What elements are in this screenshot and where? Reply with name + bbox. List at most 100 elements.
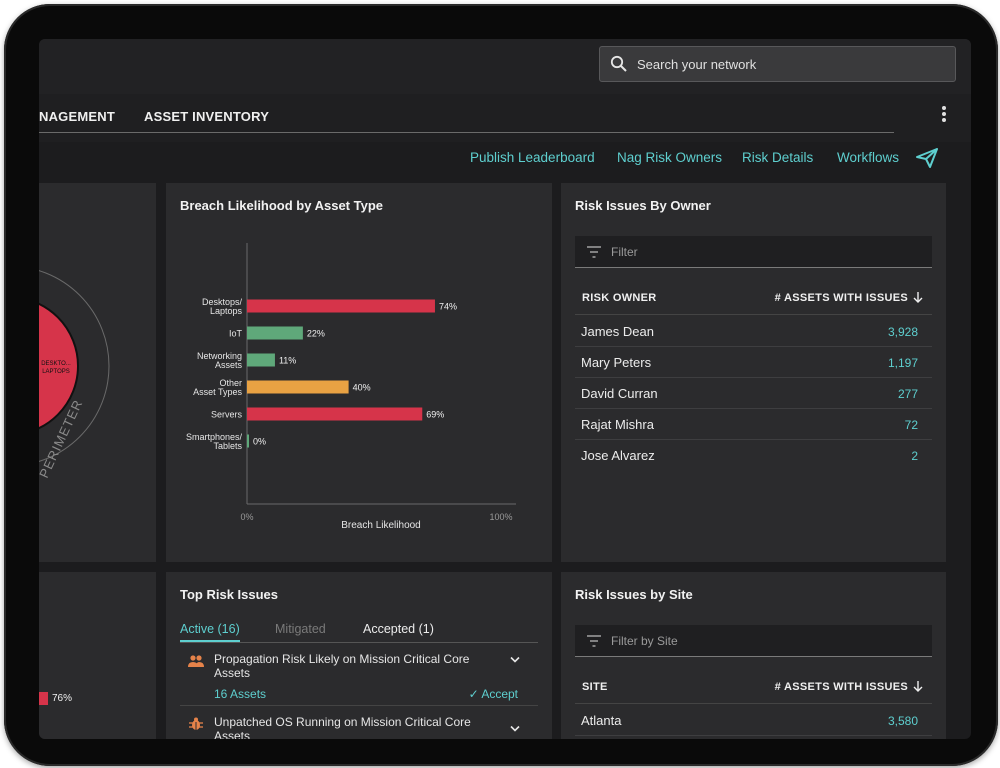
table-row[interactable]: David Curran 277 <box>575 378 932 409</box>
owner-count[interactable]: 277 <box>897 387 918 401</box>
search-input[interactable]: Search your network <box>599 46 956 82</box>
tab-mitigated[interactable]: Mitigated <box>275 622 326 636</box>
tab-divider <box>39 132 894 133</box>
table-row[interactable]: Mary Peters 1,197 <box>575 347 932 378</box>
category-label-5-0: Smartphones/ <box>186 432 243 442</box>
table-row[interactable]: Atlanta 3,580 <box>575 705 932 736</box>
affected-assets-link[interactable]: 16 Assets <box>214 687 267 701</box>
breach-chart-title: Breach Likelihood by Asset Type <box>180 198 383 213</box>
table-row[interactable]: Rajat Mishra 72 <box>575 409 932 440</box>
category-label-0-1: Laptops <box>210 306 243 316</box>
breach-likelihood-card: Breach Likelihood by Asset Type 74% Deskt… <box>166 183 552 562</box>
owner-count[interactable]: 72 <box>904 418 918 432</box>
category-label-5-1: Tablets <box>213 441 242 451</box>
owner-name: James Dean <box>581 324 654 339</box>
slice-label-line-2: LAPTOPS <box>42 369 70 375</box>
nav-tabs: NAGEMENT ASSET INVENTORY <box>39 94 971 142</box>
site-filter-placeholder: Filter by Site <box>611 633 678 648</box>
category-label-1-0: IoT <box>229 329 243 339</box>
top-risk-title: Top Risk Issues <box>180 587 279 602</box>
publish-leaderboard-link[interactable]: Publish Leaderboard <box>470 150 595 165</box>
risk-tabs-divider <box>180 642 538 643</box>
table-row[interactable]: James Dean 3,928 <box>575 316 932 347</box>
owner-name: David Curran <box>581 386 658 401</box>
nag-risk-owners-link[interactable]: Nag Risk Owners <box>617 150 723 165</box>
action-links: Publish Leaderboard Nag Risk Owners Risk… <box>39 142 971 180</box>
pie-slice-desktops <box>39 302 79 430</box>
risk-issue-text: Propagation Risk Likely on Mission Criti… <box>214 652 470 680</box>
owner-count[interactable]: 1,197 <box>887 356 918 370</box>
col-assets-with-issues[interactable]: # ASSETS WITH ISSUES <box>774 292 908 304</box>
category-label-0-0: Desktops/ <box>202 297 243 307</box>
chevron-down-icon[interactable] <box>510 656 520 664</box>
bar-4 <box>247 407 423 421</box>
bar-value-label-1: 22% <box>307 329 325 339</box>
bar-value-label-4: 69% <box>426 410 444 420</box>
check-icon: ✓ <box>468 687 482 701</box>
site-count[interactable]: 3,580 <box>887 714 918 728</box>
owner-name: Jose Alvarez <box>581 448 655 463</box>
x-tick-100: 100% <box>489 512 512 522</box>
col-risk-owner[interactable]: RISK OWNER <box>582 292 657 304</box>
people-icon <box>188 655 204 667</box>
tab-asset-inventory[interactable]: ASSET INVENTORY <box>144 109 270 124</box>
bar-1 <box>247 326 303 340</box>
bar-2 <box>247 353 275 367</box>
risk-site-title: Risk Issues by Site <box>575 587 693 602</box>
tablet-frame: Search your network NAGEMENT ASSET INVEN… <box>4 4 998 766</box>
top-bar: Search your network <box>39 39 971 94</box>
slice-label-line-1: DESKTO... <box>41 361 71 367</box>
breach-likelihood-chart: 74%Desktops/Laptops22%IoT11%NetworkingAs… <box>186 243 516 531</box>
risk-owner-title: Risk Issues By Owner <box>575 198 711 213</box>
category-label-3-1: Asset Types <box>193 387 242 397</box>
tab-management[interactable]: NAGEMENT <box>39 109 115 124</box>
category-label-4-0: Servers <box>211 410 243 420</box>
accept-button[interactable]: ✓ Accept <box>469 687 518 701</box>
risk-details-link[interactable]: Risk Details <box>742 150 814 165</box>
bug-icon <box>189 717 203 730</box>
perimeter-pie: DESKTO... LAPTOPS PERIMETER <box>39 270 110 480</box>
site-table-header: SITE # ASSETS WITH ISSUES <box>575 668 932 704</box>
partial-bar-label: 76% <box>52 693 73 704</box>
tab-accepted[interactable]: Accepted (1) <box>363 622 434 636</box>
chevron-down-icon[interactable] <box>510 725 520 733</box>
search-icon <box>610 55 627 72</box>
risk-by-owner-card: Risk Issues By Owner Filter RISK OWNER #… <box>561 183 946 562</box>
more-options-icon[interactable] <box>939 106 949 124</box>
tab-active[interactable]: Active (16) <box>180 622 240 636</box>
site-name: Atlanta <box>581 713 622 728</box>
bar-3 <box>247 380 349 394</box>
owner-count[interactable]: 2 <box>911 449 918 463</box>
table-row[interactable]: Jose Alvarez 2 <box>575 440 932 471</box>
perimeter-card: DESKTO... LAPTOPS PERIMETER <box>39 183 156 562</box>
bar-value-label-5: 0% <box>253 437 266 447</box>
sort-down-icon[interactable] <box>913 291 923 303</box>
sort-down-icon[interactable] <box>913 680 923 692</box>
accept-label: Accept <box>481 687 518 701</box>
risk-issue-item[interactable]: Propagation Risk Likely on Mission Criti… <box>180 652 538 706</box>
owner-filter-input[interactable]: Filter <box>575 236 932 268</box>
bar-5 <box>247 434 249 448</box>
site-filter-input[interactable]: Filter by Site <box>575 625 932 657</box>
col-assets-with-issues[interactable]: # ASSETS WITH ISSUES <box>774 681 908 693</box>
col-site[interactable]: SITE <box>582 681 608 693</box>
owner-table-header: RISK OWNER # ASSETS WITH ISSUES <box>575 279 932 315</box>
send-icon[interactable] <box>916 148 938 168</box>
bar-value-label-0: 74% <box>439 302 457 312</box>
bar-0 <box>247 299 435 313</box>
app-screen: Search your network NAGEMENT ASSET INVEN… <box>39 39 971 739</box>
top-risk-issues-card: Top Risk Issues Active (16) Mitigated Ac… <box>166 572 552 739</box>
active-tab-indicator <box>180 640 240 642</box>
risk-by-site-card: Risk Issues by Site Filter by Site SITE … <box>561 572 946 739</box>
owner-name: Mary Peters <box>581 355 652 370</box>
risk-issue-item[interactable]: Unpatched OS Running on Mission Critical… <box>180 715 538 739</box>
risk-issue-text: Unpatched OS Running on Mission Critical… <box>214 715 471 739</box>
x-axis-label: Breach Likelihood <box>341 520 421 531</box>
category-label-3-0: Other <box>219 378 242 388</box>
bar-value-label-3: 40% <box>353 383 371 393</box>
bar-value-label-2: 11% <box>279 356 296 366</box>
search-placeholder: Search your network <box>637 56 757 72</box>
workflows-link[interactable]: Workflows <box>837 150 900 165</box>
owner-count[interactable]: 3,928 <box>887 325 918 339</box>
partial-bar <box>39 692 48 705</box>
